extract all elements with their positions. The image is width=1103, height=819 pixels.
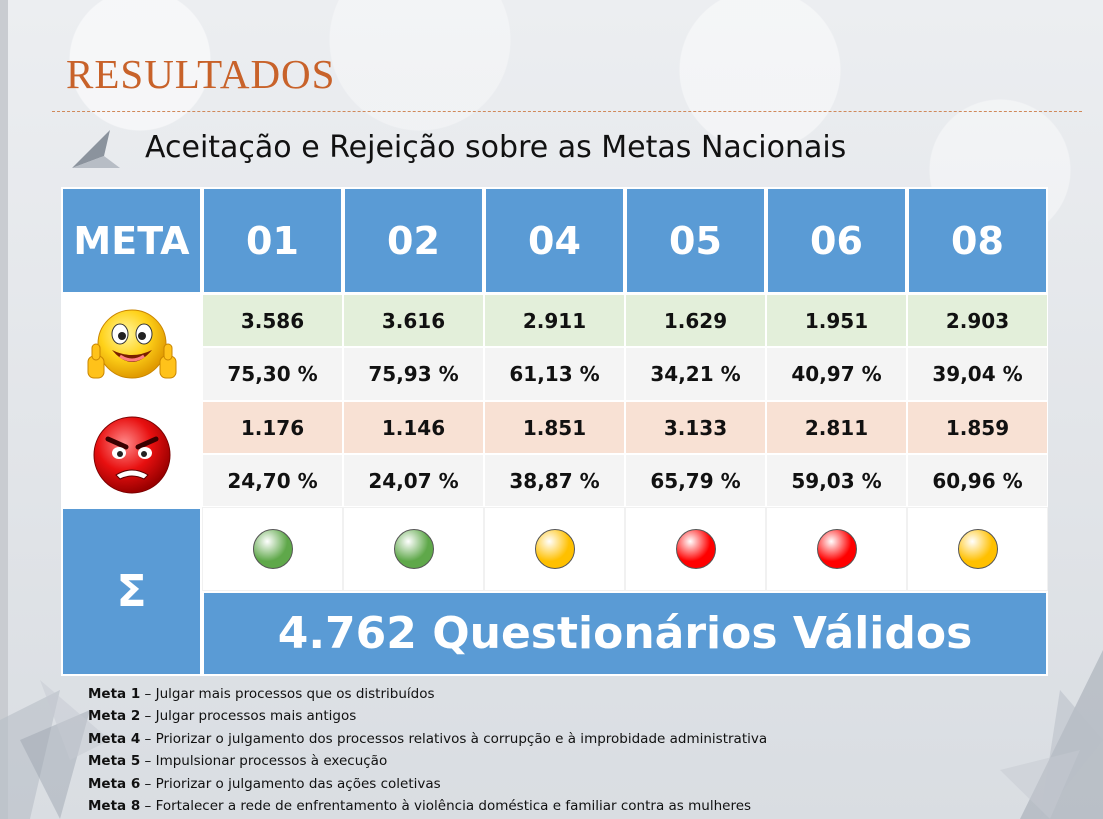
- status-light: [252, 529, 293, 569]
- status-light-cell: [343, 507, 484, 591]
- legend-item: Meta 6 – Priorizar o julgamento das açõe…: [88, 773, 767, 795]
- legend-label: Meta 6: [88, 775, 141, 792]
- legend-text: – Fortalecer a rede de enfrentamento à v…: [140, 798, 752, 815]
- status-light: [816, 529, 857, 569]
- rejection-icon-cell: [61, 401, 202, 507]
- rejection-percent-cell: 24,07 %: [343, 454, 484, 507]
- status-light-cell: [907, 507, 1048, 591]
- legend-text: – Julgar processos mais antigos: [140, 708, 357, 725]
- legend-item: Meta 4 – Priorizar o julgamento dos proc…: [88, 728, 767, 750]
- acceptance-percent-cell: 39,04 %: [907, 347, 1048, 401]
- status-light-cell: [766, 507, 907, 591]
- meta-column-header: 01: [202, 187, 343, 294]
- results-table: META 01 02 04 05 06 08: [61, 187, 1048, 676]
- meta-legend: Meta 1 – Julgar mais processos que os di…: [88, 683, 767, 817]
- acceptance-icon-cell: [61, 294, 202, 401]
- title-divider: [52, 111, 1082, 112]
- rejection-count-cell: 1.146: [343, 401, 484, 454]
- legend-text: – Priorizar o julgamento das ações colet…: [140, 775, 441, 792]
- legend-item: Meta 1 – Julgar mais processos que os di…: [88, 683, 767, 705]
- acceptance-count-cell: 2.911: [484, 294, 625, 347]
- legend-label: Meta 1: [88, 686, 141, 702]
- meta-column-header: 02: [343, 187, 484, 294]
- acceptance-count-cell: 1.951: [766, 294, 907, 347]
- status-light: [957, 529, 998, 569]
- page-title: RESULTADOS: [66, 51, 336, 97]
- angry-red-face-icon: [93, 416, 170, 494]
- status-light-cell: [484, 507, 625, 591]
- rejection-percent-cell: 65,79 %: [625, 454, 766, 507]
- meta-column-header: 08: [907, 187, 1048, 294]
- meta-column-header: 05: [625, 187, 766, 294]
- legend-item: Meta 2 – Julgar processos mais antigos: [88, 705, 767, 727]
- legend-item: Meta 8 – Fortalecer a rede de enfrentame…: [88, 795, 767, 817]
- decorative-shards-bottom-left: [0, 680, 110, 819]
- acceptance-percent-cell: 61,13 %: [484, 347, 625, 401]
- acceptance-percent-cell: 40,97 %: [766, 347, 907, 401]
- acceptance-percent-cell: 75,93 %: [343, 347, 484, 401]
- meta-header: META: [61, 187, 202, 294]
- legend-item: Meta 5 – Impulsionar processos à execuçã…: [88, 750, 767, 772]
- legend-label: Meta 8: [88, 798, 141, 815]
- rejection-count-cell: 1.176: [202, 401, 343, 454]
- status-light-cell: [202, 507, 343, 591]
- happy-thumbs-up-smiley-icon: [87, 309, 176, 378]
- acceptance-count-cell: 2.903: [907, 294, 1048, 347]
- left-strip: [0, 0, 8, 819]
- decorative-shards-bottom-right: [1000, 650, 1103, 819]
- subtitle: Aceitação e Rejeição sobre as Metas Naci…: [145, 130, 847, 165]
- acceptance-percent-cell: 75,30 %: [202, 347, 343, 401]
- legend-text: – Julgar mais processos que os distribuí…: [140, 686, 435, 702]
- arrow-bullet-icon: [72, 130, 120, 168]
- meta-column-header: 06: [766, 187, 907, 294]
- status-light: [675, 529, 716, 569]
- legend-text: – Impulsionar processos à execução: [140, 753, 388, 770]
- rejection-count-cell: 1.859: [907, 401, 1048, 454]
- legend-label: Meta 2: [88, 708, 141, 725]
- rejection-count-cell: 3.133: [625, 401, 766, 454]
- rejection-count-cell: 1.851: [484, 401, 625, 454]
- acceptance-count-cell: 1.629: [625, 294, 766, 347]
- rejection-percent-cell: 38,87 %: [484, 454, 625, 507]
- status-light-cell: [625, 507, 766, 591]
- legend-text: – Priorizar o julgamento dos processos r…: [140, 730, 768, 747]
- rejection-percent-cell: 59,03 %: [766, 454, 907, 507]
- status-light: [534, 529, 575, 569]
- status-light: [393, 529, 434, 569]
- acceptance-percent-cell: 34,21 %: [625, 347, 766, 401]
- total-questionnaires: 4.762 Questionários Válidos: [202, 591, 1048, 676]
- sigma-cell: Σ: [61, 507, 202, 676]
- acceptance-count-cell: 3.586: [202, 294, 343, 347]
- legend-label: Meta 4: [88, 730, 141, 747]
- rejection-percent-cell: 24,70 %: [202, 454, 343, 507]
- legend-label: Meta 5: [88, 753, 141, 770]
- acceptance-count-cell: 3.616: [343, 294, 484, 347]
- rejection-count-cell: 2.811: [766, 401, 907, 454]
- meta-column-header: 04: [484, 187, 625, 294]
- rejection-percent-cell: 60,96 %: [907, 454, 1048, 507]
